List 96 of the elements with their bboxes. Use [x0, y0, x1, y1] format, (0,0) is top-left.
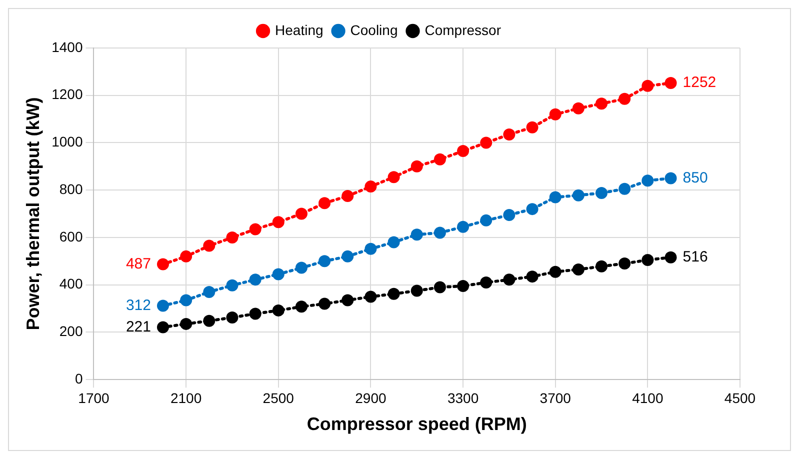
point	[156, 300, 169, 312]
point	[618, 258, 631, 270]
point	[457, 145, 470, 158]
point	[272, 268, 284, 280]
point	[318, 298, 331, 310]
point	[342, 294, 354, 306]
point	[156, 321, 169, 334]
point	[226, 279, 238, 292]
point	[596, 260, 608, 272]
y-tick-label: 400	[59, 276, 83, 292]
legend-label: Heating	[275, 22, 324, 38]
point	[180, 294, 192, 306]
point	[272, 216, 284, 228]
point	[480, 214, 492, 226]
legend-label: Compressor	[424, 22, 502, 38]
x-tick-label: 2500	[262, 390, 294, 406]
x-tick-label: 2100	[170, 390, 202, 406]
y-tick-label: 1000	[52, 134, 83, 150]
point	[572, 102, 584, 114]
point	[364, 290, 377, 303]
point	[434, 153, 446, 166]
point	[388, 236, 400, 248]
point	[457, 280, 470, 292]
point	[642, 254, 654, 266]
point	[549, 266, 562, 278]
point	[226, 231, 238, 244]
point	[249, 274, 262, 286]
point	[572, 263, 584, 276]
point	[388, 288, 400, 300]
x-tick-label: 3300	[447, 390, 479, 406]
x-axis-title: Compressor speed (RPM)	[306, 414, 527, 434]
data-label: 1252	[682, 74, 716, 92]
point	[503, 208, 516, 221]
y-tick-label: 0	[74, 370, 83, 386]
point	[642, 174, 654, 187]
point	[318, 255, 331, 268]
point	[410, 160, 423, 172]
x-tick-label: 2900	[355, 390, 386, 406]
point	[434, 226, 446, 239]
data-label: 850	[682, 169, 708, 186]
point	[572, 189, 584, 202]
point	[203, 314, 216, 327]
point	[664, 77, 677, 90]
point	[618, 92, 631, 105]
y-tick-label: 200	[59, 323, 83, 340]
point	[249, 223, 262, 236]
point	[618, 182, 631, 195]
point	[503, 274, 516, 286]
data-label: 516	[682, 248, 708, 266]
x-tick-label: 4100	[632, 390, 664, 406]
point	[664, 172, 677, 184]
y-tick-label: 1200	[52, 86, 83, 102]
point	[642, 80, 654, 92]
point	[364, 180, 377, 193]
point	[295, 262, 308, 274]
point	[434, 281, 446, 294]
y-tick-label: 600	[59, 228, 83, 244]
point	[526, 270, 538, 283]
point	[480, 136, 492, 149]
point	[249, 308, 262, 320]
point	[295, 300, 308, 313]
legend-label: Cooling	[350, 22, 398, 38]
point	[272, 304, 284, 316]
point	[226, 312, 238, 324]
point	[180, 318, 192, 330]
point	[342, 190, 354, 202]
data-label: 312	[126, 296, 151, 314]
x-tick-label: 3700	[540, 390, 572, 406]
data-label: 487	[126, 255, 151, 272]
point	[596, 186, 608, 199]
point	[388, 171, 400, 184]
point	[203, 240, 216, 252]
y-tick-label: 1400	[52, 38, 83, 55]
x-tick-label: 4500	[724, 390, 756, 406]
point	[295, 208, 308, 220]
point	[156, 258, 169, 270]
point	[526, 121, 538, 134]
point	[203, 286, 216, 298]
data-label: 221	[126, 318, 151, 336]
point	[526, 203, 538, 216]
point	[318, 197, 331, 210]
point	[410, 228, 423, 241]
point	[180, 250, 192, 262]
point	[549, 108, 562, 120]
point	[364, 242, 377, 255]
point	[342, 250, 354, 262]
point	[457, 220, 470, 233]
point	[503, 128, 516, 140]
point	[596, 98, 608, 110]
point	[480, 276, 492, 288]
y-axis-title: Power, thermal output (kW)	[22, 97, 43, 330]
point	[549, 191, 562, 204]
point	[664, 251, 677, 264]
point	[410, 284, 423, 297]
y-tick-label: 800	[59, 180, 83, 197]
x-tick-label: 1700	[78, 390, 110, 406]
